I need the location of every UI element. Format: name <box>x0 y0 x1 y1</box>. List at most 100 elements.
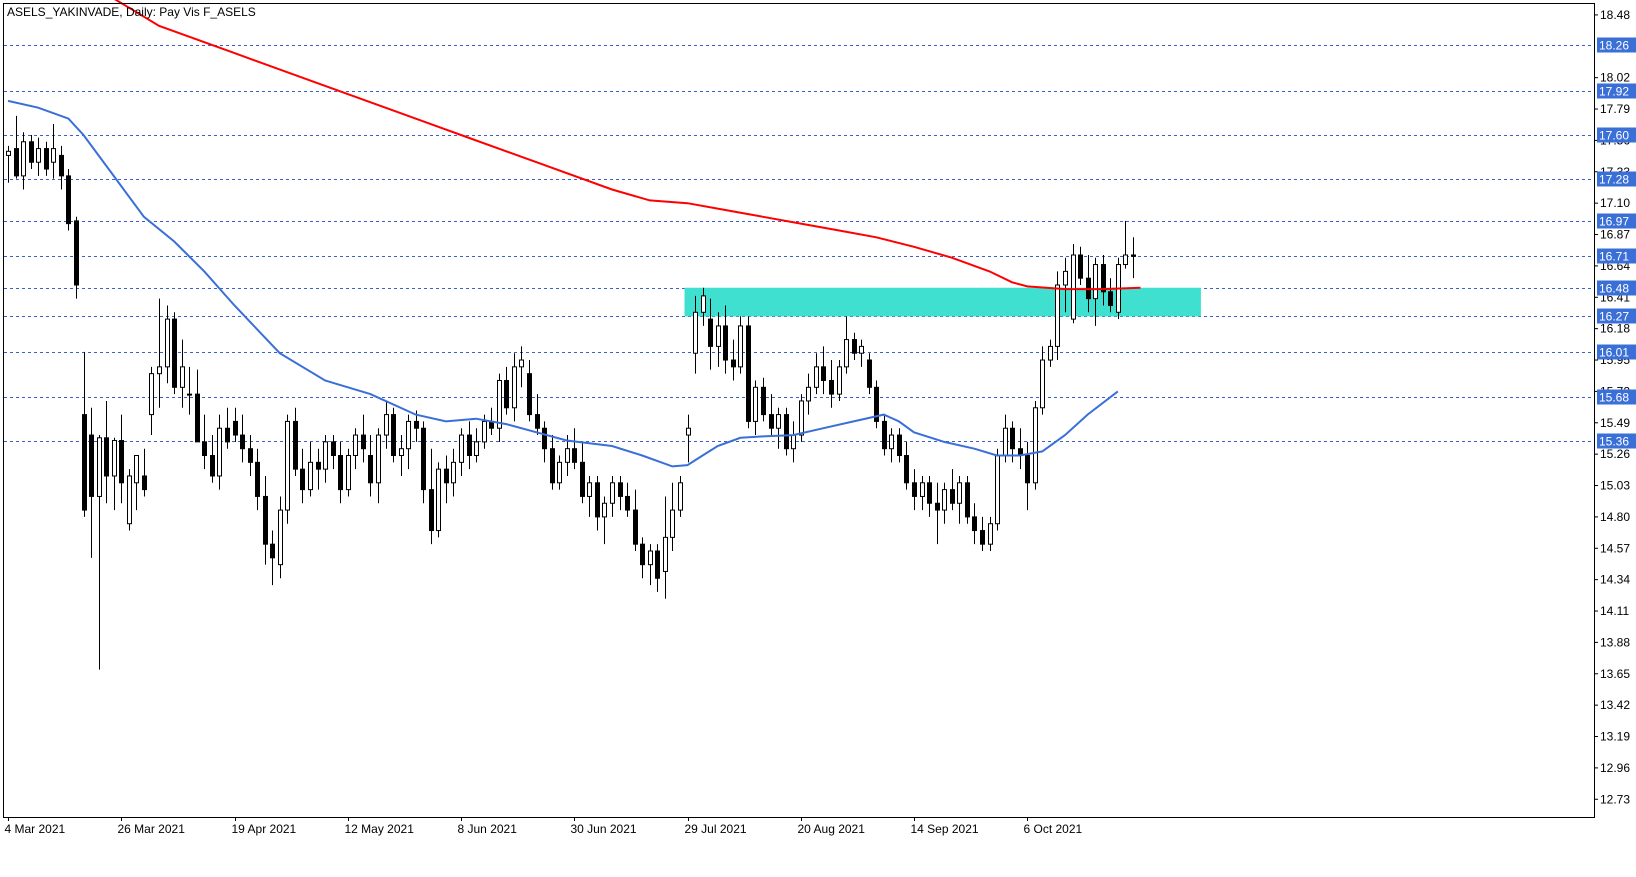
candle-140 <box>1063 257 1068 313</box>
candle-body-bear <box>897 434 902 457</box>
candle-body-bull <box>323 441 328 470</box>
price-tick-label-14: 15.03 <box>1600 479 1630 493</box>
candle-67 <box>512 353 517 422</box>
candle-109 <box>829 360 834 408</box>
candle-28 <box>217 414 222 490</box>
candle-50 <box>384 400 389 449</box>
candle-43 <box>331 435 336 470</box>
candle-body-bull <box>837 366 842 395</box>
candle-body-bull <box>988 523 993 545</box>
candle-13 <box>104 400 109 504</box>
candle-105 <box>799 394 804 442</box>
candle-51 <box>391 407 396 463</box>
candle-39 <box>300 448 305 504</box>
level-label-1: 17.92 <box>1599 85 1629 99</box>
moving-averages <box>7 0 1141 468</box>
candle-52 <box>399 435 404 476</box>
candle-112 <box>852 332 857 361</box>
level-label-3: 17.28 <box>1599 173 1629 187</box>
level-label-bg-4 <box>1597 213 1636 229</box>
level-label-bg-8 <box>1597 344 1636 360</box>
ma-fast-line <box>7 99 1119 468</box>
candle-body-bull <box>995 455 1000 525</box>
candle-14 <box>112 437 117 511</box>
candle-124 <box>942 482 947 524</box>
candle-body-bear <box>1010 427 1015 450</box>
candle-body-bear <box>535 414 540 429</box>
candle-body-bear <box>240 434 245 450</box>
candle-body-bull <box>716 325 721 347</box>
candle-65 <box>497 373 502 442</box>
support-zone <box>684 287 1201 317</box>
candle-body-bear <box>368 455 373 484</box>
candle-body-bull <box>97 437 102 497</box>
candle-body-bull <box>738 325 743 368</box>
candle-body-bull <box>663 536 668 572</box>
candle-102 <box>776 407 781 449</box>
candle-0 <box>6 145 11 183</box>
candle-146 <box>1108 278 1113 313</box>
candle-body-bear <box>248 448 253 463</box>
candle-body-bull <box>957 482 962 504</box>
candle-138 <box>1048 339 1053 367</box>
candle-88 <box>670 482 675 552</box>
candle-body-bull <box>791 434 796 450</box>
candles <box>6 115 1136 670</box>
date-tick-label-6: 29 Jul 2021 <box>685 822 747 836</box>
candle-body-bear <box>761 386 766 416</box>
candle-5 <box>44 141 49 176</box>
candle-body-bear <box>391 414 396 457</box>
level-label-bg-7 <box>1597 308 1636 324</box>
candle-11 <box>89 407 94 558</box>
candle-body-bear <box>59 154 64 177</box>
level-label-2: 17.60 <box>1599 129 1629 143</box>
candle-80 <box>610 475 615 517</box>
candle-91 <box>693 295 698 374</box>
candle-107 <box>814 353 819 395</box>
candle-body-bull <box>1033 407 1038 484</box>
candle-body-bear <box>708 318 713 347</box>
candle-75 <box>572 428 577 470</box>
candle-body-bear <box>852 339 857 354</box>
candle-100 <box>761 377 766 422</box>
candle-body-bull <box>686 427 691 436</box>
candle-body-bull <box>157 366 162 375</box>
candle-body-bull <box>799 400 804 436</box>
candle-113 <box>859 339 864 367</box>
candle-149 <box>1131 237 1136 279</box>
candle-96 <box>731 339 736 381</box>
candle-body-bull <box>519 359 524 368</box>
candle-body-bear <box>980 530 985 545</box>
candle-body-bull <box>814 366 819 388</box>
candle-body-bull <box>1048 345 1053 361</box>
candle-body-bear <box>195 393 200 443</box>
candle-25 <box>195 369 200 443</box>
level-label-bg-1 <box>1597 83 1636 99</box>
candle-36 <box>278 496 283 579</box>
candle-23 <box>180 339 185 408</box>
candle-body-bull <box>1093 264 1098 300</box>
candle-98 <box>746 316 751 429</box>
candle-body-bull <box>285 420 290 511</box>
candle-body-bear <box>331 441 336 457</box>
candle-body-bull <box>399 448 404 457</box>
candle-46 <box>353 428 358 470</box>
price-tick-label-9: 16.18 <box>1600 322 1630 336</box>
candle-body-bull <box>134 455 139 484</box>
candle-body-bull <box>1071 254 1076 320</box>
candle-body-bull <box>844 339 849 368</box>
candle-body-bull <box>308 461 313 491</box>
candle-body-bear <box>769 414 774 429</box>
candle-body-bear <box>640 543 645 566</box>
date-tick-label-9: 6 Oct 2021 <box>1024 822 1083 836</box>
chart-title: ASELS_YAKINVADE, Daily: Pay Vis F_ASELS <box>7 5 256 19</box>
date-tick-label-3: 12 May 2021 <box>345 822 415 836</box>
candle-148 <box>1123 220 1128 269</box>
candle-body-bull <box>889 434 894 450</box>
candle-body-bull <box>670 509 675 538</box>
candle-144 <box>1093 257 1098 326</box>
zone-rect <box>684 287 1201 317</box>
candle-18 <box>142 448 147 497</box>
candle-106 <box>806 373 811 415</box>
